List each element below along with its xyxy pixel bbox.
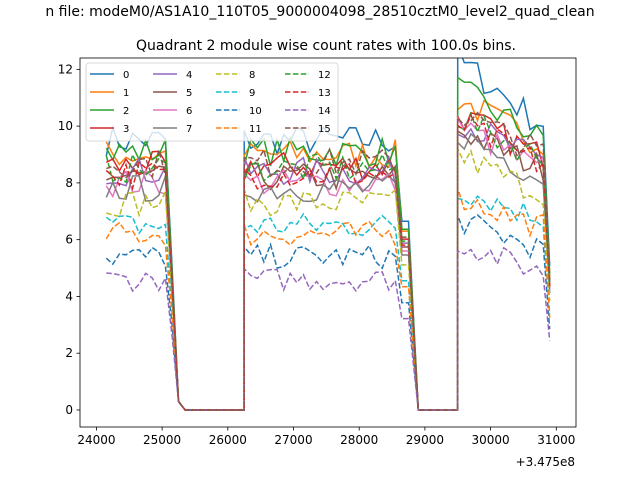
legend-label-14: 14 [318, 106, 331, 117]
x-axis: 24000 25000 26000 27000 28000 29000 30000 31000 [77, 427, 575, 447]
x-tick-label: 29000 [406, 433, 444, 447]
y-tick-label: 0 [65, 403, 73, 417]
series-line-8 [106, 148, 551, 411]
legend-label-9: 9 [249, 88, 255, 99]
x-tick-label: 28000 [340, 433, 378, 447]
legend-label-6: 6 [186, 106, 192, 117]
x-axis-offset-label: +3.475e8 [516, 455, 575, 469]
legend-label-8: 8 [249, 70, 255, 81]
y-tick-label: 8 [65, 176, 73, 190]
legend-label-3: 3 [123, 124, 129, 135]
legend-label-4: 4 [186, 70, 192, 81]
legend-label-2: 2 [123, 106, 129, 117]
legend-label-1: 1 [123, 88, 129, 99]
y-tick-label: 4 [65, 289, 73, 303]
plot-frame [79, 57, 577, 428]
series-line-14 [106, 246, 551, 411]
y-tick-label: 12 [58, 62, 73, 76]
legend-label-13: 13 [318, 88, 331, 99]
y-tick-label: 10 [58, 119, 73, 133]
legend-label-0: 0 [123, 70, 129, 81]
x-tick-label: 25000 [143, 433, 181, 447]
plot-area [79, 57, 577, 428]
legend-box [85, 62, 339, 142]
x-tick-label: 27000 [274, 433, 312, 447]
series-line-15 [106, 111, 551, 411]
figure-suptitle: n file: modeM0/AS1A10_110T05_9000004098_… [45, 4, 594, 20]
legend-label-12: 12 [318, 70, 331, 81]
legend-label-7: 7 [186, 124, 192, 135]
y-axis: 0 2 4 6 8 10 12 [58, 62, 80, 417]
y-tick-label: 6 [65, 233, 73, 247]
series-lines [105, 58, 551, 411]
x-tick-label: 31000 [537, 433, 575, 447]
x-tick-label: 30000 [472, 433, 510, 447]
series-line-11 [105, 188, 551, 411]
series-line-9 [105, 195, 551, 411]
chart-title: Quadrant 2 module wise count rates with … [136, 38, 516, 54]
x-tick-label: 26000 [209, 433, 247, 447]
series-line-10 [105, 214, 551, 411]
legend-label-5: 5 [186, 88, 192, 99]
legend-label-15: 15 [318, 124, 331, 135]
x-tick-label: 24000 [77, 433, 115, 447]
legend-label-11: 11 [249, 124, 262, 135]
y-tick-label: 2 [65, 346, 73, 360]
legend-label-10: 10 [249, 106, 262, 117]
